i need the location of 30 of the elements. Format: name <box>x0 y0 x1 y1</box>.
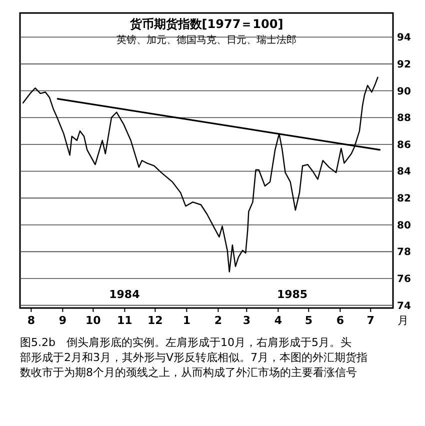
x-tick-label: 3 <box>242 314 250 327</box>
x-tick-label: 9 <box>58 314 67 327</box>
x-tick-label: 4 <box>274 314 282 327</box>
caption: 图5.2b 倒头肩形底的实例。左肩形成于10月，右肩形成于5月。头部形成于2月和3月，其外形与V形反转底相似。7月，本图的外汇期货指数收市于为期8个月的颈线之上，从而构成了外汇市场的主要看涨信号 <box>20 336 368 379</box>
x-tick-label: 5 <box>304 314 312 327</box>
x-tick-label: 7 <box>366 314 374 327</box>
y-tick-label: 78 <box>397 247 411 258</box>
y-tick-label: 94 <box>397 32 411 44</box>
x-tick-label: 6 <box>336 314 344 327</box>
y-tick-label: 74 <box>397 300 411 312</box>
annotation: 1985 <box>276 288 308 301</box>
y-tick-label: 92 <box>397 59 411 70</box>
y-tick-label: 86 <box>397 140 411 151</box>
x-axis-title: 月 <box>398 314 408 327</box>
y-tick-label: 90 <box>397 86 411 98</box>
y-tick-label: 88 <box>397 113 411 124</box>
chart-title: 货币期货指数[1977＝100] <box>128 17 284 31</box>
x-tick-label: 8 <box>27 314 36 327</box>
y-tick-label: 84 <box>397 166 411 178</box>
x-tick-label: 2 <box>214 314 222 327</box>
text: 英镑、加元、德国马克、日元、瑞士法郎 <box>116 34 296 46</box>
line-series <box>22 76 378 272</box>
y-tick-label: 76 <box>397 274 411 285</box>
annotation: 1984 <box>109 288 140 301</box>
y-tick-label: 82 <box>397 194 411 205</box>
x-tick-label: 1 <box>182 314 191 327</box>
x-tick-label: 12 <box>148 314 163 327</box>
x-tick-label: 10 <box>86 314 102 327</box>
y-tick-label: 80 <box>397 220 411 232</box>
x-tick-label: 11 <box>117 314 132 327</box>
